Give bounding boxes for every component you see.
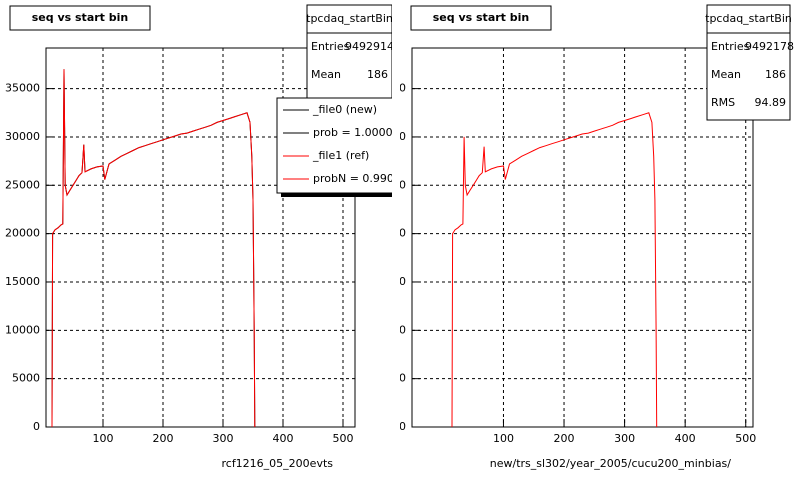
y-tick-label: 25000 bbox=[5, 178, 40, 191]
stats-label: Entries bbox=[311, 40, 350, 53]
y-tick-label: 20000 bbox=[5, 227, 40, 240]
y-tick-label: 10000 bbox=[5, 323, 40, 336]
stats-label: Mean bbox=[711, 68, 741, 81]
stats-title: tpcdaq_startBin bbox=[306, 12, 393, 25]
y-tick-label: 0 bbox=[33, 420, 40, 433]
y-tick-label: 5000 bbox=[12, 372, 40, 385]
title-box bbox=[410, 5, 552, 31]
x-tick-label: 200 bbox=[153, 432, 174, 445]
x-tick-label: 400 bbox=[675, 432, 696, 445]
legend-box bbox=[276, 97, 392, 194]
y-tick-label: 5000 bbox=[378, 372, 406, 385]
y-tick-label: 10000 bbox=[371, 323, 406, 336]
x-tick-label: 500 bbox=[333, 432, 354, 445]
stats-value: 9492178 bbox=[745, 40, 794, 53]
x-tick-label: 100 bbox=[93, 432, 114, 445]
legend-label: prob = 1.000000 bbox=[313, 126, 407, 139]
x-axis-label: new/trs_sl302/year_2005/cucu200_minbias/ bbox=[490, 457, 732, 470]
stats-label: RMS bbox=[711, 96, 735, 109]
title-box bbox=[9, 5, 151, 31]
x-tick-label: 300 bbox=[213, 432, 234, 445]
y-tick-label: 25000 bbox=[371, 178, 406, 191]
histogram-line bbox=[51, 69, 256, 428]
stats-value: 94.89 bbox=[755, 96, 787, 109]
stats-value: 9492914 bbox=[345, 40, 394, 53]
x-tick-label: 300 bbox=[614, 432, 635, 445]
pad: 0 5000 10000 15000 20000 25000 30000 35000 100 20… bbox=[371, 4, 794, 470]
chart-title: seq vs start bin bbox=[433, 11, 529, 24]
y-tick-label: 20000 bbox=[371, 227, 406, 240]
x-tick-label: 400 bbox=[273, 432, 294, 445]
stats-label: Entries bbox=[711, 40, 750, 53]
y-tick-label: 0 bbox=[399, 420, 406, 433]
stats-label: Mean bbox=[311, 68, 341, 81]
stats-value: 186 bbox=[765, 68, 786, 81]
y-tick-label: 30000 bbox=[371, 130, 406, 143]
stats-value: 186 bbox=[367, 68, 388, 81]
histogram-line bbox=[451, 112, 658, 428]
legend-label: _file0 (new) bbox=[312, 103, 377, 116]
y-tick-label: 30000 bbox=[5, 130, 40, 143]
legend-label: probN = 0.99080 bbox=[313, 172, 408, 185]
y-tick-label: 35000 bbox=[5, 82, 40, 95]
y-tick-label: 35000 bbox=[371, 82, 406, 95]
y-tick-label: 15000 bbox=[5, 275, 40, 288]
x-tick-label: 200 bbox=[554, 432, 575, 445]
x-axis-label: rcf1216_05_200evts bbox=[221, 457, 333, 470]
legend-label: _file1 (ref) bbox=[312, 149, 369, 162]
x-tick-label: 500 bbox=[735, 432, 756, 445]
chart-title: seq vs start bin bbox=[32, 11, 128, 24]
stats-box bbox=[706, 4, 791, 121]
x-tick-label: 100 bbox=[493, 432, 514, 445]
plot-frame bbox=[411, 47, 754, 428]
y-tick-label: 15000 bbox=[371, 275, 406, 288]
stats-title: tpcdaq_startBin bbox=[705, 12, 792, 25]
